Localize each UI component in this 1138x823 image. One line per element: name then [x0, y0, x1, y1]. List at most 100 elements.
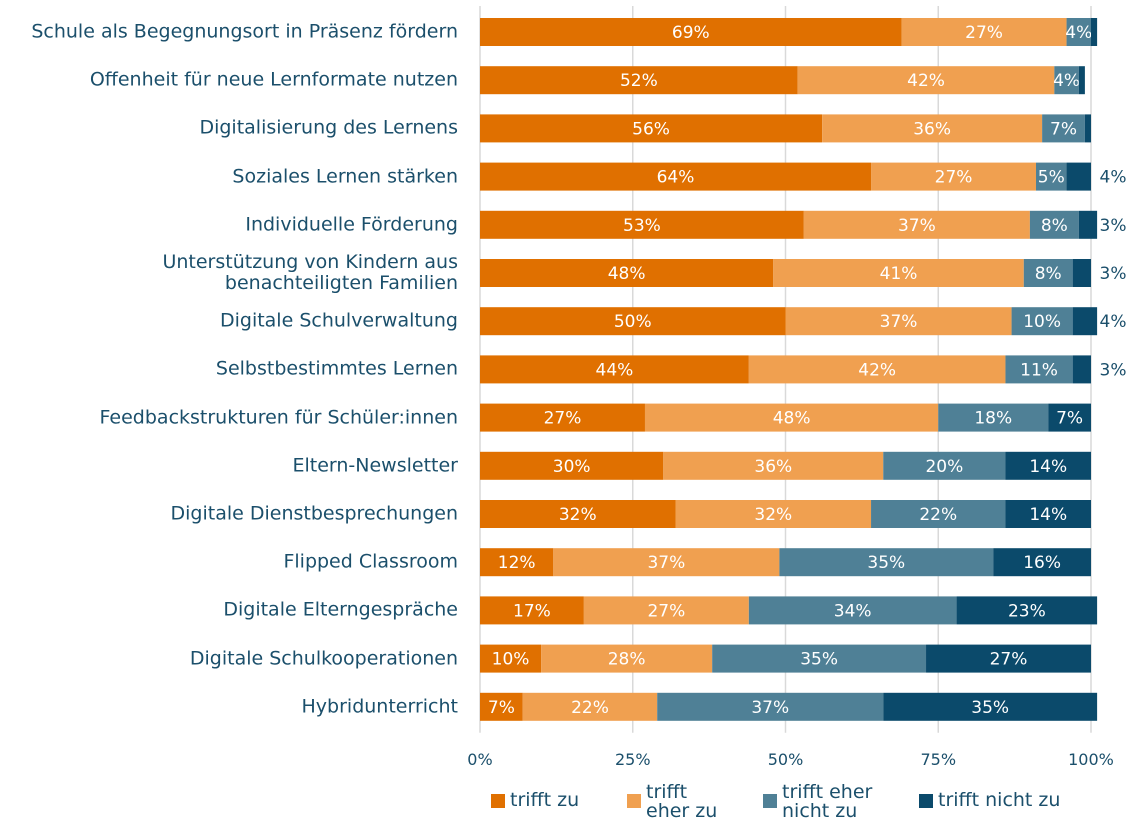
value-label: 37% — [898, 216, 936, 236]
category-label: Offenheit für neue Lernformate nutzen — [89, 68, 458, 91]
legend-label: trifft eher zu — [646, 781, 718, 822]
bar-segment — [1023, 259, 1073, 287]
x-tick-label: 75% — [920, 750, 957, 769]
value-label: 22% — [919, 505, 957, 525]
value-label: 36% — [754, 457, 792, 477]
category-label: Digitale Dienstbesprechungen — [170, 502, 459, 525]
bar-segment — [773, 259, 1024, 287]
bar-segment — [1078, 210, 1098, 239]
bar-segment — [480, 162, 872, 191]
x-tick-label: 100% — [1068, 750, 1114, 769]
bar-segment — [993, 548, 1091, 577]
value-label: 37% — [880, 312, 918, 332]
value-label: 35% — [971, 698, 1009, 718]
bar-segment — [675, 500, 872, 528]
value-label: 14% — [1029, 505, 1067, 525]
x-tick-label: 0% — [467, 750, 493, 769]
bar-segment — [1072, 259, 1091, 287]
bar-segment — [480, 18, 902, 46]
category-label: Digitalisierung des Lernens — [199, 116, 458, 139]
bar-segment — [797, 66, 1055, 95]
value-label: 50% — [614, 312, 652, 332]
value-label: 7% — [488, 698, 515, 718]
value-label: 23% — [1008, 601, 1046, 621]
bar-segment — [480, 596, 584, 625]
legend-swatch — [919, 794, 933, 808]
value-label: 27% — [935, 168, 973, 188]
value-label: 42% — [858, 360, 896, 380]
value-label: 12% — [498, 553, 536, 573]
value-label: 3% — [1100, 216, 1127, 236]
value-label: 32% — [559, 505, 597, 525]
bar-segment — [748, 596, 957, 625]
category-label: Selbstbestimmtes Lernen — [215, 357, 458, 380]
value-label: 48% — [608, 264, 646, 284]
bar-segment — [1066, 18, 1091, 46]
bar-segment — [938, 403, 1049, 432]
value-label: 4% — [1065, 23, 1092, 43]
category-label: Digitale Schulverwaltung — [219, 309, 458, 332]
value-label: 10% — [492, 650, 530, 670]
bar-segment — [480, 66, 798, 95]
bar-segment — [583, 596, 749, 625]
bar-segment — [480, 500, 676, 528]
value-label: 10% — [1023, 312, 1061, 332]
bar-segment — [522, 692, 658, 721]
value-label: 4% — [1053, 71, 1080, 91]
category-label: Unterstützung von Kindern aus benachteil… — [162, 251, 458, 294]
value-label: 28% — [608, 650, 646, 670]
value-label: 53% — [623, 216, 661, 236]
x-tick-label: 50% — [767, 750, 804, 769]
bar-segment — [803, 210, 1030, 239]
value-label: 36% — [913, 119, 951, 139]
value-label: 27% — [990, 650, 1028, 670]
bar-segment — [1078, 66, 1085, 95]
legend-label: trifft nicht zu — [938, 789, 1061, 811]
bar-segment — [480, 210, 804, 239]
bar-segment — [1084, 114, 1091, 143]
bar-segment — [748, 355, 1006, 384]
category-label: Feedbackstrukturen für Schüler:innen — [99, 406, 458, 429]
legend-swatch — [491, 794, 505, 808]
value-label: 52% — [620, 71, 658, 91]
bar-segment — [480, 548, 554, 577]
bar-segment — [779, 548, 994, 577]
bar-segment — [644, 403, 939, 432]
bar-segment — [480, 403, 645, 432]
value-label: 3% — [1100, 264, 1127, 284]
value-label: 27% — [965, 23, 1003, 43]
category-label: Soziales Lernen stärken — [232, 165, 458, 188]
bar-segment — [822, 114, 1043, 143]
value-label: 30% — [553, 457, 591, 477]
value-label: 27% — [544, 409, 582, 429]
legend-label: trifft eher nicht zu — [782, 781, 873, 822]
value-label: 4% — [1100, 168, 1127, 188]
bar-segment — [480, 259, 774, 287]
bar-segment — [1042, 114, 1085, 143]
value-label: 32% — [754, 505, 792, 525]
value-label: 8% — [1035, 264, 1062, 284]
value-label: 8% — [1041, 216, 1068, 236]
bar-segment — [1054, 66, 1079, 95]
bar-segment — [956, 596, 1098, 625]
x-tick-label: 25% — [614, 750, 651, 769]
legend-label: trifft zu — [510, 789, 580, 811]
value-label: 3% — [1100, 360, 1127, 380]
category-label: Flipped Classroom — [283, 550, 458, 573]
bar-segment — [1036, 162, 1067, 191]
bar-segment — [480, 114, 823, 143]
value-label: 37% — [647, 553, 685, 573]
bar-segment — [883, 451, 1006, 480]
bar-segment — [480, 692, 523, 721]
value-label: 22% — [571, 698, 609, 718]
value-label: 44% — [596, 360, 634, 380]
bar-segment — [1048, 403, 1091, 432]
category-label: Eltern-Newsletter — [292, 454, 458, 477]
bar-segment — [657, 692, 884, 721]
value-label: 56% — [632, 119, 670, 139]
value-label: 7% — [1056, 409, 1083, 429]
value-label: 48% — [773, 409, 811, 429]
value-label: 11% — [1020, 360, 1058, 380]
value-label: 41% — [880, 264, 918, 284]
